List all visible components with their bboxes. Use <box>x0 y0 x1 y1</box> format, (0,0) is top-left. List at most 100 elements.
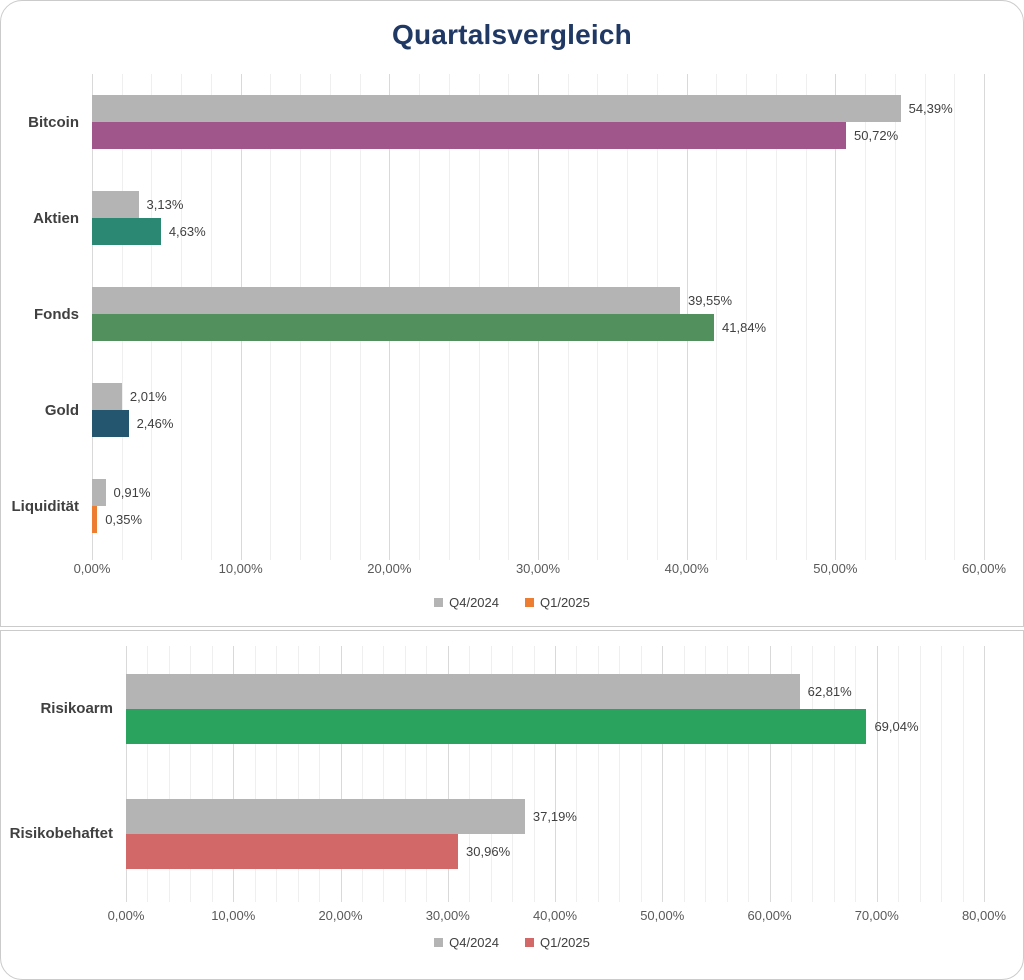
gridline-76 <box>941 646 943 902</box>
gridline-80 <box>984 646 985 902</box>
tick-label-6: 60,00% <box>961 561 1007 576</box>
value-label-q1-2025-risikoarm: 69,04% <box>874 718 919 734</box>
bar-line-q1-2025-fonds: 41,84% <box>92 314 984 341</box>
row-risikoarm: 62,81% 69,04% <box>126 646 984 771</box>
value-label-q1-2025-bitcoin: 50,72% <box>854 128 899 143</box>
bar-q1-2025-risikoarm <box>126 708 867 744</box>
bar-line-q4-2024-risikobehaftet: 37,19% <box>126 798 984 834</box>
gridline-62 <box>790 646 792 902</box>
bar-q1-2025-liquidität <box>92 506 98 533</box>
row-fonds: 39,55% 41,84% <box>92 266 984 362</box>
gridline-26 <box>404 646 406 902</box>
legend-label-q4-2024: Q4/2024 <box>449 595 499 610</box>
tick-label-5: 50,00% <box>813 561 858 576</box>
legend-swatch-q4-2024 <box>434 938 444 947</box>
tick-label-0: 0,00% <box>73 561 111 576</box>
bar-q1-2025-bitcoin <box>92 122 847 149</box>
gridline-34 <box>490 646 492 902</box>
category-label-bitcoin: Bitcoin <box>28 113 79 131</box>
gridline-28 <box>426 646 428 902</box>
bar-line-q4-2024-gold: 2,01% <box>92 383 984 410</box>
gridline-78 <box>962 646 964 902</box>
gridline-60 <box>769 646 771 902</box>
bar-q1-2025-aktien <box>92 218 161 245</box>
legend-item-q1-2025: Q1/2025 <box>525 935 590 950</box>
gridline-50 <box>835 74 837 560</box>
value-label-q4-2024-risikobehaftet: 37,19% <box>532 808 577 824</box>
value-label-q4-2024-risikoarm: 62,81% <box>807 683 852 699</box>
legend-label-q1-2025: Q1/2025 <box>540 595 590 610</box>
row-risikobehaftet: 37,19% 30,96% <box>126 771 984 896</box>
tick-label-6: 60,00% <box>747 908 792 923</box>
category-axis-labels: Risikoarm Risikobehaftet <box>1 646 126 896</box>
gridline-70 <box>876 646 878 902</box>
legend-swatch-q4-2024 <box>434 598 444 607</box>
gridline-74 <box>919 646 921 902</box>
gridline-30 <box>447 646 449 902</box>
gridline-40 <box>555 646 556 902</box>
category-label-risikoarm: Risikoarm <box>40 700 113 717</box>
chart-legend: Q4/2024 Q1/2025 <box>1 935 1023 950</box>
row-bitcoin: 54,39% 50,72% <box>92 74 984 170</box>
gridline-22 <box>361 646 363 902</box>
bar-line-q1-2025-gold: 2,46% <box>92 410 984 437</box>
tick-label-0: 0,00% <box>107 908 145 923</box>
bar-q4-2024-aktien <box>92 191 139 218</box>
category-label-gold: Gold <box>44 401 79 419</box>
gridline-18 <box>319 646 321 902</box>
x-axis-tick-labels: 0,00% 10,00% 20,00% 30,00% 40,00% 50,00% 60,00… <box>74 561 1006 579</box>
bar-line-q1-2025-liquidität: 0,35% <box>92 506 984 533</box>
value-label-q4-2024-gold: 2,01% <box>129 389 167 404</box>
value-label-q1-2025-gold: 2,46% <box>136 416 174 431</box>
bar-line-q4-2024-liquidität: 0,91% <box>92 479 984 506</box>
category-label-risikobehaftet: Risikobehaftet <box>9 825 113 842</box>
chart-title: Quartalsvergleich <box>392 19 632 50</box>
gridline-58 <box>954 74 956 560</box>
gridline-20 <box>340 646 342 902</box>
gridline-42 <box>716 74 718 560</box>
legend-swatch-q1-2025 <box>525 598 534 607</box>
bar-q1-2025-fonds <box>92 314 715 341</box>
gridline-14 <box>276 646 278 902</box>
bar-line-q1-2025-risikobehaftet: 30,96% <box>126 833 984 869</box>
gridline-44 <box>746 74 748 560</box>
category-axis-labels: Bitcoin Aktien Fonds Gold Liquidität <box>1 74 92 554</box>
value-label-q4-2024-bitcoin: 54,39% <box>908 101 953 116</box>
gridline-10 <box>233 646 235 902</box>
tick-label-1: 10,00% <box>211 908 256 923</box>
tick-label-3: 30,00% <box>425 908 470 923</box>
bar-line-q1-2025-bitcoin: 50,72% <box>92 122 984 149</box>
chart-legend: Q4/2024 Q1/2025 <box>1 595 1023 610</box>
value-label-q4-2024-aktien: 3,13% <box>146 197 184 212</box>
bar-rows: 54,39% 50,72% 3,13% 4,63% 39,55% 41,84% 2,01% 2… <box>92 74 984 554</box>
value-label-q4-2024-fonds: 39,55% <box>687 293 733 308</box>
value-label-q1-2025-risikobehaftet: 30,96% <box>466 843 511 859</box>
bar-q4-2024-risikoarm <box>126 673 800 709</box>
bar-q4-2024-bitcoin <box>92 95 901 122</box>
top-chart-panel: Quartalsvergleich Bitcoin Aktien Fonds Gold… <box>0 0 1024 627</box>
tick-label-2: 20,00% <box>318 908 363 923</box>
gridline-52 <box>683 646 685 902</box>
gridlines <box>126 646 985 902</box>
gridline-72 <box>898 646 900 902</box>
value-label-q4-2024-liquidität: 0,91% <box>113 485 151 500</box>
x-axis-tick-labels: 0,00% 10,00% 20,00% 30,00% 40,00% 50,00% 60,00… <box>108 908 1006 926</box>
gridline-50 <box>662 646 664 902</box>
gridline-64 <box>812 646 814 902</box>
bar-line-q1-2025-risikoarm: 69,04% <box>126 708 984 744</box>
tick-label-3: 30,00% <box>515 561 561 576</box>
category-label-fonds: Fonds <box>34 305 79 323</box>
bar-line-q4-2024-fonds: 39,55% <box>92 287 984 314</box>
gridline-4 <box>168 646 170 902</box>
gridline-56 <box>726 646 728 902</box>
bar-q4-2024-gold <box>92 383 122 410</box>
gridline-48 <box>640 646 642 902</box>
bar-q4-2024-liquidität <box>92 479 106 506</box>
gridline-16 <box>297 646 299 902</box>
gridline-68 <box>855 646 857 902</box>
bottom-chart-panel: Risikoarm Risikobehaftet 62,81% 69,04% 37,1… <box>0 630 1024 980</box>
gridline-2 <box>147 646 149 902</box>
gridline-54 <box>894 74 896 560</box>
gridline-42 <box>576 646 578 902</box>
plot-area: 54,39% 50,72% 3,13% 4,63% 39,55% 41,84% 2,01% 2… <box>92 74 985 560</box>
